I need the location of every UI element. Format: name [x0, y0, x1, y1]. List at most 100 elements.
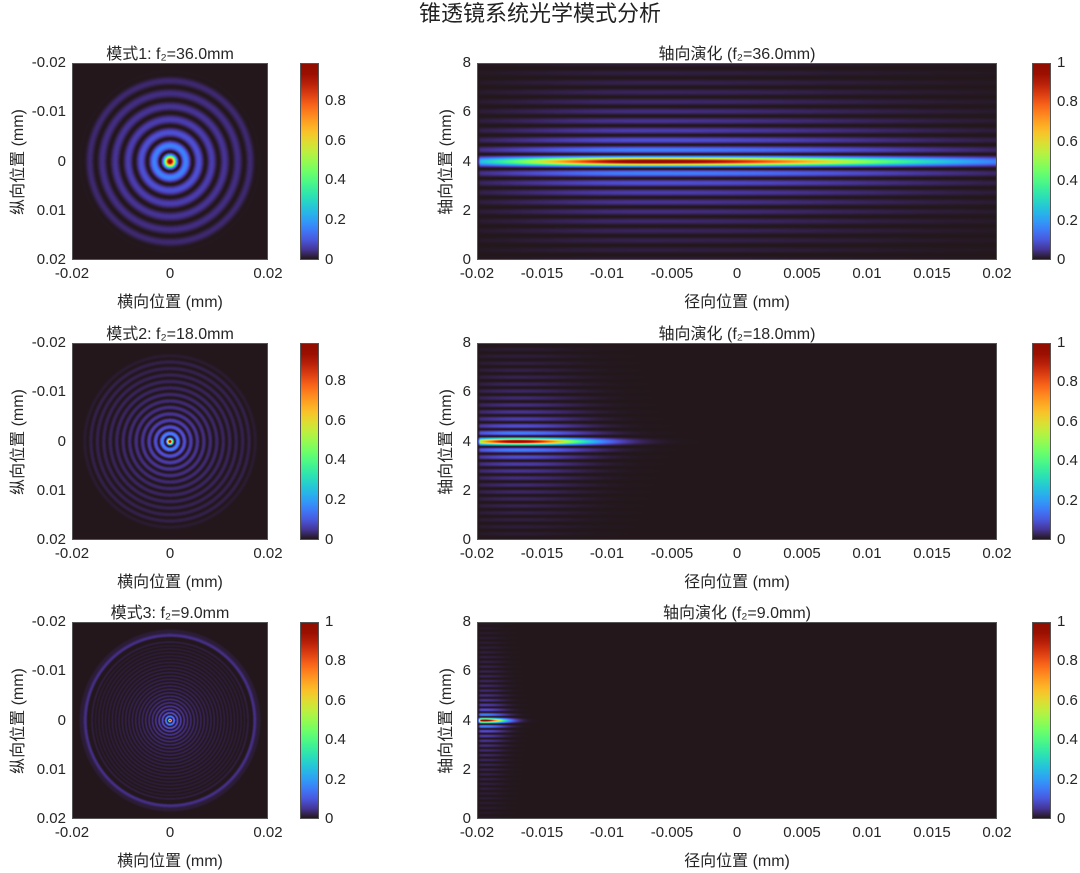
- colorbar-tick-label: 1: [1057, 54, 1066, 71]
- x-tick-label: 0.005: [783, 265, 821, 282]
- x-tick-label: 0.02: [982, 545, 1012, 562]
- colorbar-tick-label: 0.2: [325, 211, 346, 229]
- x-tick-label: 0: [732, 265, 742, 282]
- y-tick-label: 4: [462, 711, 471, 729]
- x-tick-label: -0.02: [459, 545, 495, 562]
- y-tick-label: -0.02: [31, 613, 66, 630]
- y-tick-label: -0.01: [31, 383, 66, 401]
- x-tick-label: -0.005: [650, 824, 694, 841]
- colorbar-tick-label: 0.4: [325, 171, 346, 189]
- x-axis-label: 横向位置 (mm): [117, 574, 223, 591]
- colorbar-tick-label: 0.8: [325, 371, 346, 389]
- x-tick-label: -0.02: [54, 545, 90, 562]
- axes-title: 模式3: f₂=9.0mm: [110, 605, 230, 622]
- x-tick-label: 0: [732, 545, 742, 562]
- y-tick-label: 0.02: [36, 251, 66, 268]
- x-tick-label: 0.02: [253, 545, 283, 562]
- colorbar-tick-label: 0: [1057, 810, 1066, 827]
- x-tick-label: 0.015: [913, 545, 951, 562]
- x-tick-label: -0.005: [650, 545, 694, 562]
- colorbar-tick-label: 0.8: [1057, 93, 1078, 111]
- heatmap-image: [73, 623, 267, 818]
- transverse-heatmap-axes: [72, 622, 268, 819]
- y-tick-label: 4: [462, 432, 471, 450]
- x-tick-label: 0: [732, 824, 742, 841]
- y-tick-label: -0.02: [31, 54, 66, 71]
- axial-heatmap-axes: [477, 63, 997, 260]
- colorbar-tick-label: 0.4: [1057, 731, 1078, 749]
- x-tick-label: 0.015: [913, 824, 951, 841]
- x-tick-label: 0.02: [253, 265, 283, 282]
- x-tick-label: 0.005: [783, 824, 821, 841]
- colorbar-tick-label: 0.8: [1057, 373, 1078, 391]
- colorbar-tick-label: 0.4: [325, 731, 346, 749]
- y-tick-label: 8: [462, 334, 471, 351]
- transverse-heatmap-axes: [72, 343, 268, 540]
- colorbar-tick-label: 0.2: [1057, 211, 1078, 229]
- x-tick-label: 0.01: [852, 545, 882, 562]
- y-tick-label: 6: [462, 662, 471, 680]
- x-tick-label: 0: [165, 545, 175, 562]
- y-tick-label: 0: [57, 432, 66, 450]
- x-tick-label: -0.01: [589, 824, 625, 841]
- y-tick-label: 6: [462, 383, 471, 401]
- y-tick-label: 0.02: [36, 531, 66, 548]
- x-tick-label: -0.01: [589, 265, 625, 282]
- x-tick-label: -0.005: [650, 265, 694, 282]
- colorbar-tick-label: 0: [1057, 531, 1066, 548]
- y-tick-label: 8: [462, 54, 471, 71]
- colorbar-tick-label: 0.8: [325, 652, 346, 670]
- x-tick-label: -0.015: [520, 265, 564, 282]
- heatmap-image: [478, 344, 996, 539]
- y-axis-label: 纵向位置 (mm): [10, 108, 27, 215]
- x-tick-label: -0.015: [520, 545, 564, 562]
- transverse-heatmap-axes: [72, 63, 268, 260]
- colorbar: [1032, 63, 1051, 260]
- y-tick-label: 0: [462, 531, 471, 548]
- y-tick-label: 4: [462, 152, 471, 170]
- x-tick-label: 0.02: [982, 265, 1012, 282]
- axes-title: 轴向演化 (f₂=36.0mm): [658, 46, 816, 63]
- heatmap-image: [73, 64, 267, 259]
- x-tick-label: 0.005: [783, 545, 821, 562]
- y-tick-label: 0.01: [36, 760, 66, 778]
- x-tick-label: 0: [165, 824, 175, 841]
- y-tick-label: 0.01: [36, 481, 66, 499]
- axes-title: 模式1: f₂=36.0mm: [106, 46, 234, 63]
- axial-heatmap-axes: [477, 343, 997, 540]
- x-tick-label: -0.02: [54, 265, 90, 282]
- y-tick-label: 0.01: [36, 201, 66, 219]
- y-tick-label: 0: [57, 152, 66, 170]
- x-tick-label: -0.015: [520, 824, 564, 841]
- x-tick-label: -0.01: [589, 545, 625, 562]
- x-axis-label: 横向位置 (mm): [117, 294, 223, 311]
- y-axis-label: 轴向位置 (mm): [438, 388, 455, 495]
- axes-title: 模式2: f₂=18.0mm: [106, 326, 234, 343]
- colorbar-tick-label: 0.6: [1057, 132, 1078, 150]
- x-tick-label: 0.01: [852, 824, 882, 841]
- figure-title: 锥透镜系统光学模式分析: [418, 2, 661, 27]
- y-tick-label: -0.02: [31, 334, 66, 351]
- y-tick-label: 0.02: [36, 810, 66, 827]
- y-tick-label: 0: [462, 251, 471, 268]
- y-tick-label: -0.01: [31, 662, 66, 680]
- y-tick-label: 2: [462, 760, 471, 778]
- colorbar: [1032, 622, 1051, 819]
- colorbar-tick-label: 1: [325, 613, 334, 630]
- x-tick-label: -0.02: [459, 824, 495, 841]
- axes-title: 轴向演化 (f₂=9.0mm): [662, 605, 812, 622]
- colorbar-tick-label: 0.6: [325, 411, 346, 429]
- colorbar-tick-label: 0.8: [325, 91, 346, 109]
- axial-heatmap-axes: [477, 622, 997, 819]
- y-tick-label: 2: [462, 481, 471, 499]
- axes-title: 轴向演化 (f₂=18.0mm): [658, 326, 816, 343]
- y-axis-label: 轴向位置 (mm): [438, 108, 455, 215]
- y-tick-label: 0: [462, 810, 471, 827]
- heatmap-image: [478, 623, 996, 818]
- x-axis-label: 横向位置 (mm): [117, 853, 223, 870]
- colorbar-tick-label: 0.6: [1057, 691, 1078, 709]
- colorbar-tick-label: 0.8: [1057, 652, 1078, 670]
- y-tick-label: -0.01: [31, 103, 66, 121]
- heatmap-image: [73, 344, 267, 539]
